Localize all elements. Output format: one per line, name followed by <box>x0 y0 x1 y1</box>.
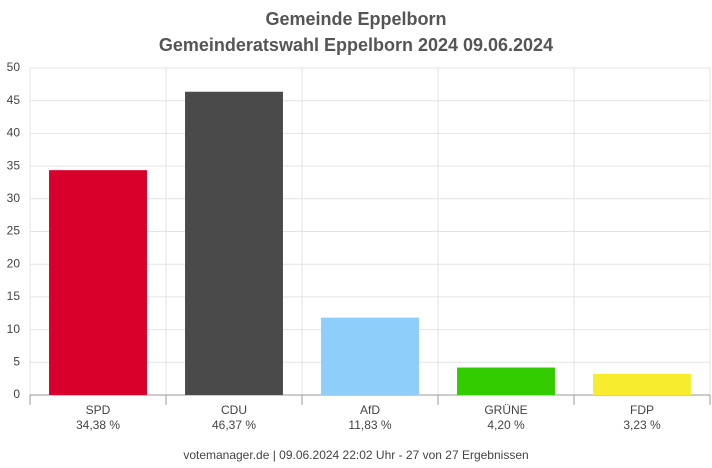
x-tick-label: GRÜNE <box>484 403 527 417</box>
y-tick-label: 20 <box>7 256 21 270</box>
y-tick-label: 30 <box>7 191 21 205</box>
y-tick-label: 25 <box>7 224 21 238</box>
chart-title: Gemeinde Eppelborn <box>265 9 446 29</box>
y-tick-label: 10 <box>7 322 21 336</box>
y-tick-label: 40 <box>7 126 21 140</box>
y-tick-label: 0 <box>13 387 20 401</box>
bar <box>593 373 691 395</box>
value-label: 4,20 % <box>487 418 525 432</box>
x-tick-label: CDU <box>221 403 247 417</box>
value-label: 46,37 % <box>212 418 256 432</box>
footer: votemanager.de | 09.06.2024 22:02 Uhr - … <box>183 448 528 462</box>
y-tick-label: 50 <box>7 60 21 74</box>
value-label: 3,23 % <box>623 418 661 432</box>
y-tick-label: 45 <box>7 93 21 107</box>
x-tick-label: SPD <box>86 403 111 417</box>
bar <box>49 170 147 395</box>
bar <box>185 91 283 395</box>
y-tick-label: 5 <box>13 354 20 368</box>
value-label: 34,38 % <box>76 418 120 432</box>
bar <box>321 317 419 395</box>
value-label: 11,83 % <box>348 418 391 432</box>
y-tick-label: 35 <box>7 158 21 172</box>
bar <box>457 367 555 395</box>
y-tick-label: 15 <box>7 289 21 303</box>
x-tick-label: FDP <box>630 403 654 417</box>
x-tick-label: AfD <box>360 403 380 417</box>
chart-subtitle: Gemeinderatswahl Eppelborn 2024 09.06.20… <box>159 35 553 55</box>
